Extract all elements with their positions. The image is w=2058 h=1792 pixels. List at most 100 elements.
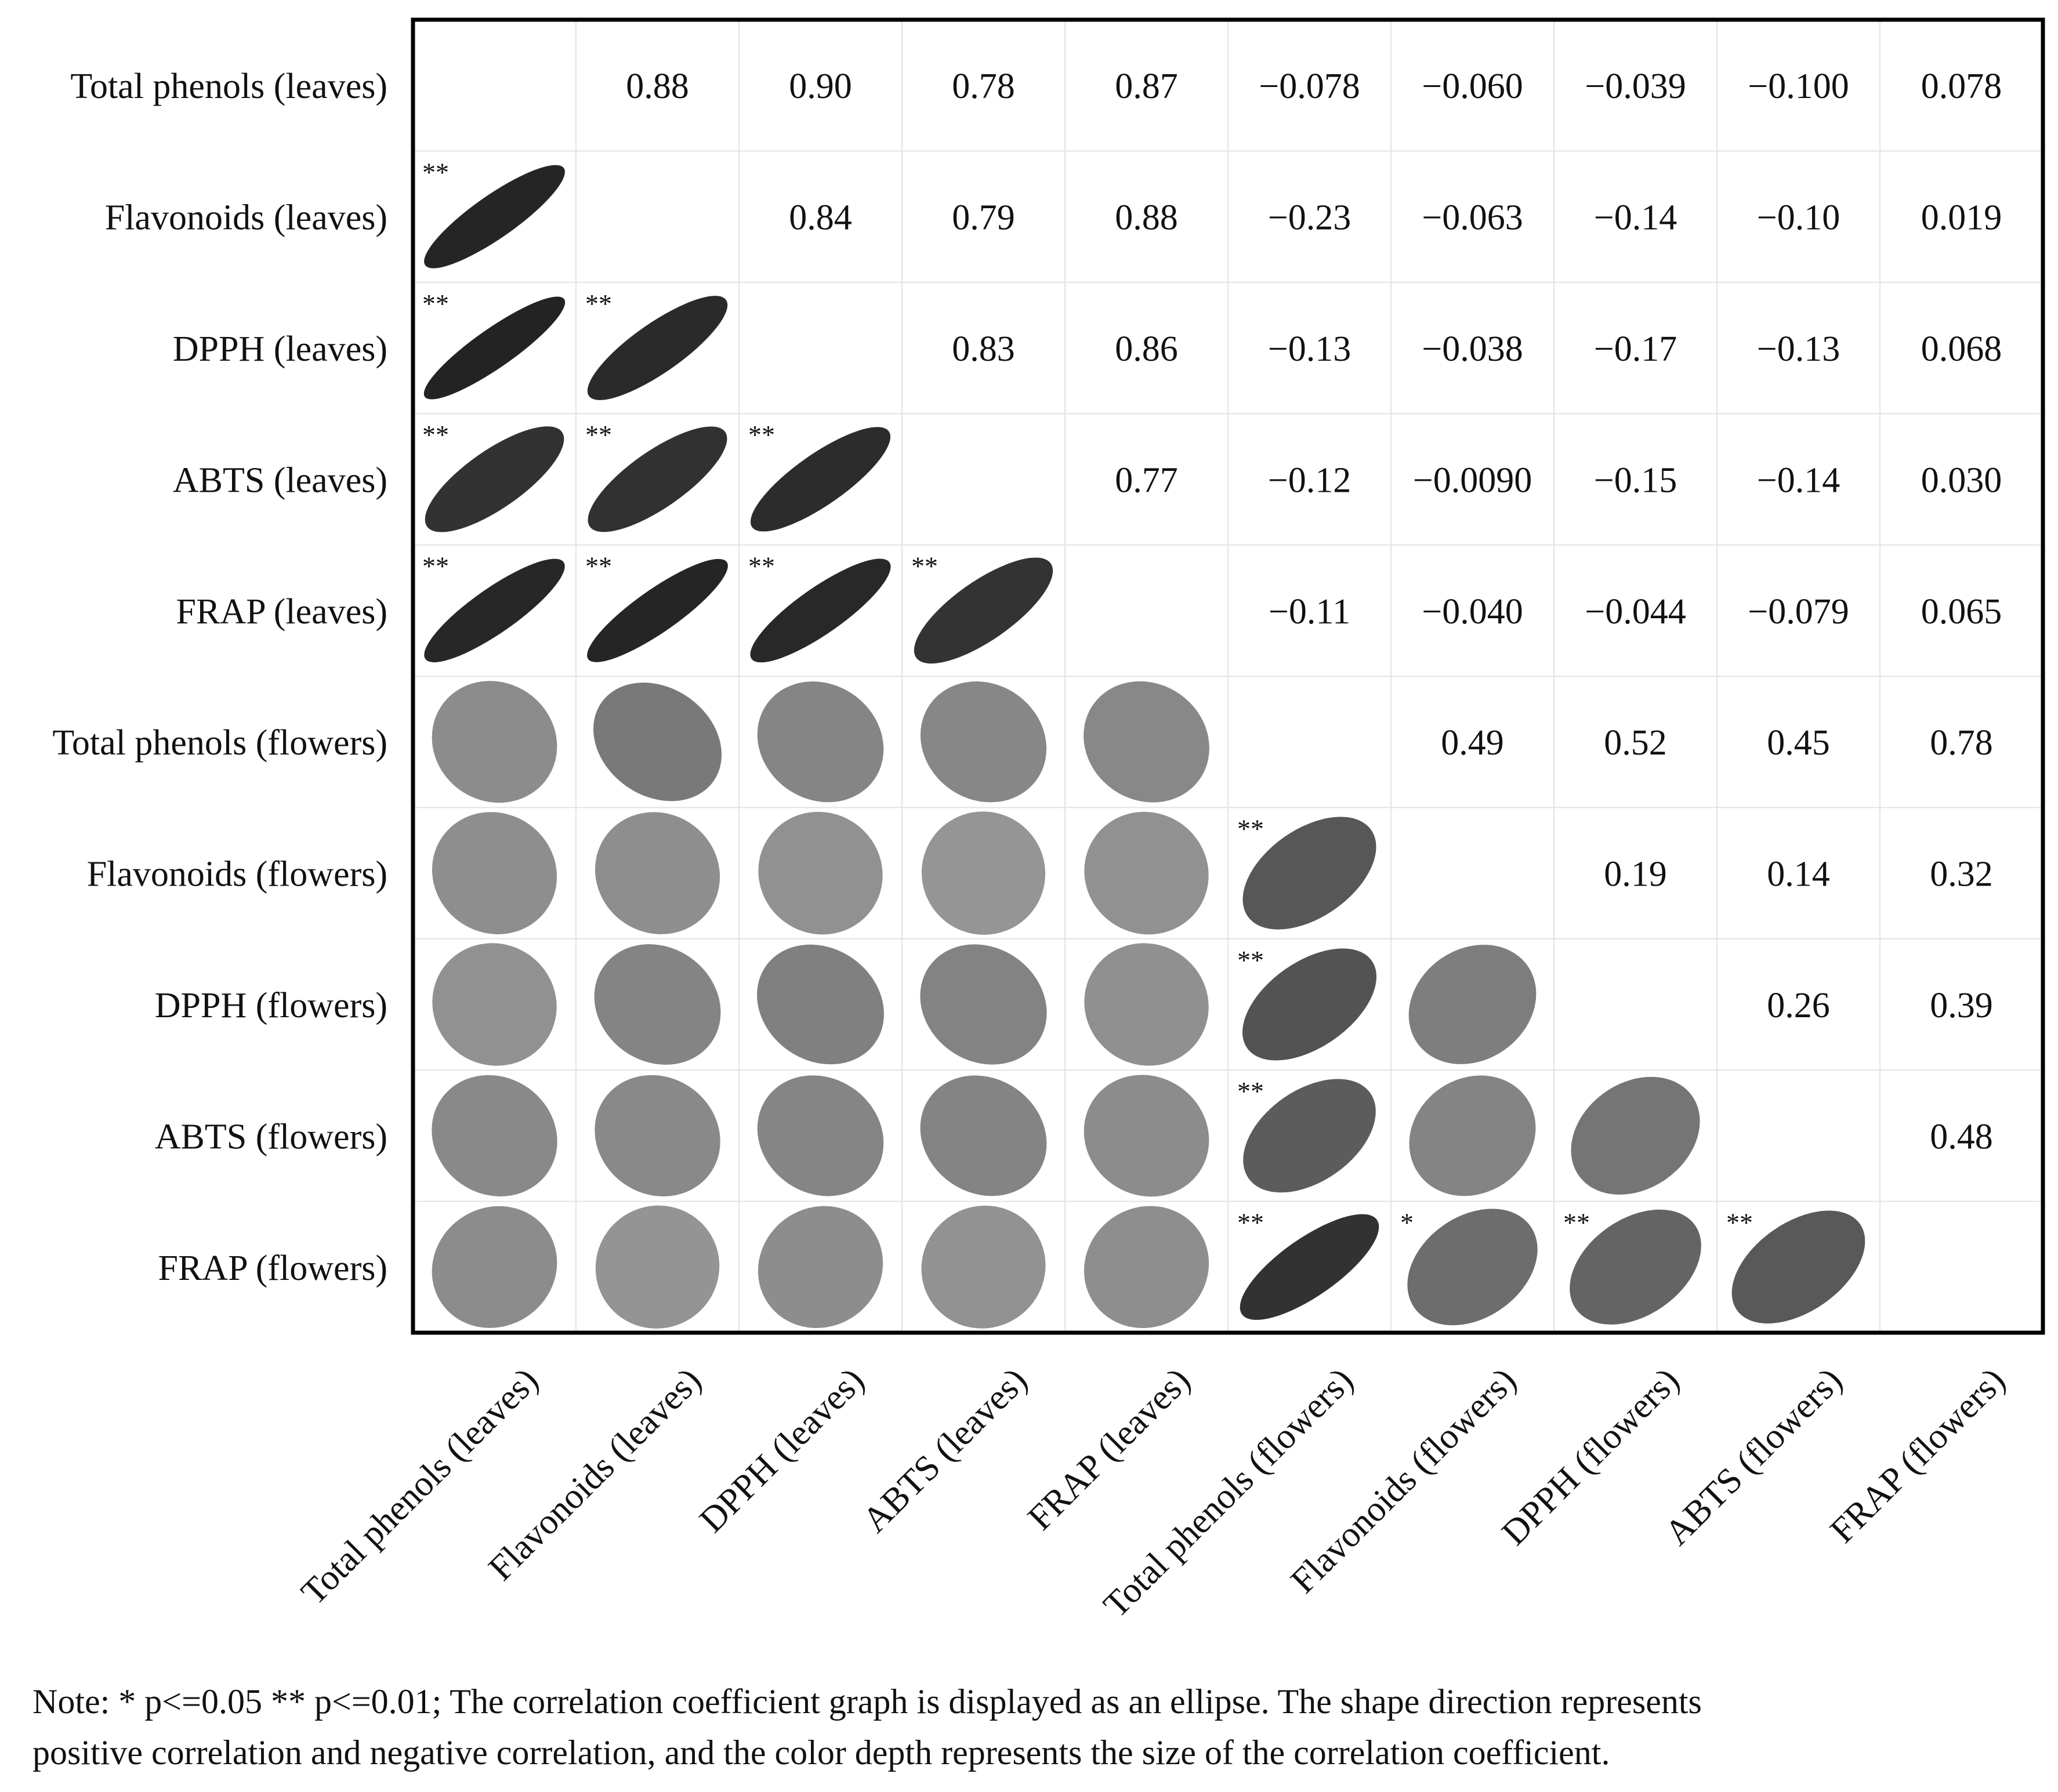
column-label-frap-leaves: FRAP (leaves): [1020, 1361, 1198, 1538]
row-label-dpph-flowers: DPPH (flowers): [155, 986, 387, 1025]
correlation-ellipse: [595, 1205, 720, 1329]
note-line-1: Note: * p<=0.05 ** p<=0.01; The correlat…: [32, 1682, 1702, 1721]
row-label-frap-leaves: FRAP (leaves): [176, 592, 388, 632]
row-label-abts-flowers: ABTS (flowers): [155, 1117, 387, 1156]
row-label-flavonoids-leaves: Flavonoids (leaves): [105, 198, 387, 238]
coefficient-labels: 0.88 0.90 0.78 0.87 −0.078 −0.060 −0.039 −0.100…: [626, 67, 2002, 1156]
coefficient-label: 0.87: [1115, 67, 1178, 106]
row-label-total-phenols-leaves: Total phenols (leaves): [70, 67, 387, 106]
ellipse-layer: ****************** ********** * ** **: [422, 157, 1865, 1329]
correlation-ellipse: [1084, 681, 1209, 803]
significance-marker: **: [1237, 1208, 1264, 1238]
correlation-ellipse: [758, 1206, 883, 1328]
coefficient-label: 0.068: [1921, 329, 2002, 369]
coefficient-label: 0.065: [1921, 592, 2002, 632]
correlation-ellipse: [425, 426, 564, 532]
coefficient-label: 0.86: [1115, 329, 1178, 369]
correlation-ellipse: [1408, 945, 1537, 1064]
coefficient-label: 0.83: [952, 329, 1015, 369]
correlation-ellipse: [920, 681, 1047, 803]
coefficient-label: 0.32: [1930, 855, 1993, 894]
coefficient-label: −0.039: [1585, 67, 1686, 106]
column-label-abts-flowers: ABTS (flowers): [1657, 1361, 1850, 1553]
coefficient-label: −0.14: [1757, 460, 1840, 500]
correlation-ellipse: [588, 426, 727, 532]
coefficient-label: 0.84: [789, 198, 852, 238]
coefficient-label: −0.040: [1422, 592, 1523, 632]
correlation-ellipse: [424, 558, 565, 662]
correlation-ellipse: [1731, 1210, 1865, 1324]
significance-marker: **: [748, 420, 775, 449]
row-labels: Total phenols (leaves) Flavonoids (leaves…: [52, 67, 387, 1288]
row-label-frap-flowers: FRAP (flowers): [158, 1249, 387, 1288]
coefficient-label: −0.044: [1585, 592, 1686, 632]
column-label-abts-leaves: ABTS (leaves): [855, 1361, 1035, 1540]
coefficient-label: 0.78: [952, 67, 1015, 106]
significance-marker: **: [585, 420, 612, 449]
coefficient-label: 0.90: [789, 67, 852, 106]
correlation-ellipse: [587, 296, 728, 400]
correlation-ellipse: [1084, 943, 1209, 1066]
coefficient-label: −0.100: [1748, 67, 1849, 106]
coefficient-label: −0.17: [1594, 329, 1677, 369]
significance-marker: **: [422, 420, 449, 449]
significance-marker: **: [1563, 1208, 1590, 1238]
coefficient-label: −0.038: [1422, 329, 1523, 369]
significance-marker: **: [1726, 1208, 1753, 1238]
coefficient-label: 0.26: [1767, 986, 1830, 1025]
correlation-ellipse: [593, 683, 722, 801]
row-label-flavonoids-flowers: Flavonoids (flowers): [87, 855, 387, 894]
coefficient-label: 0.88: [1115, 198, 1178, 238]
coefficient-label: −0.10: [1757, 198, 1840, 238]
coefficient-label: 0.39: [1930, 986, 1993, 1025]
significance-marker: **: [1237, 814, 1264, 843]
significance-marker: **: [422, 157, 449, 187]
correlation-ellipse: [432, 812, 557, 934]
significance-marker: **: [748, 552, 775, 581]
coefficient-label: 0.77: [1115, 460, 1178, 500]
correlation-ellipse: [757, 1075, 884, 1196]
significance-marker: **: [1237, 1076, 1264, 1106]
correlation-ellipse: [1084, 811, 1209, 935]
coefficient-label: −0.13: [1757, 329, 1840, 369]
matrix-grid: [413, 20, 2043, 1333]
correlation-ellipse: [432, 1206, 557, 1328]
coefficient-label: 0.030: [1921, 460, 2002, 500]
coefficient-label: 0.88: [626, 67, 689, 106]
coefficient-label: 0.49: [1441, 723, 1504, 763]
correlation-ellipse: [920, 944, 1047, 1065]
correlation-ellipse: [1240, 1214, 1379, 1320]
row-label-dpph-leaves: DPPH (leaves): [173, 329, 387, 369]
correlation-ellipse: [432, 681, 557, 803]
coefficient-label: −0.063: [1422, 198, 1523, 238]
correlation-ellipse: [1084, 1206, 1209, 1329]
coefficient-label: 0.52: [1604, 723, 1667, 763]
correlation-ellipse: [921, 811, 1046, 935]
correlation-ellipse: [1243, 1079, 1376, 1193]
coefficient-label: 0.45: [1767, 723, 1830, 763]
figure-note: Note: * p<=0.05 ** p<=0.01; The correlat…: [32, 1676, 2028, 1778]
coefficient-label: −0.23: [1268, 198, 1351, 238]
coefficient-label: −0.0090: [1413, 460, 1532, 500]
coefficient-label: −0.12: [1268, 460, 1351, 500]
correlation-ellipse: [757, 681, 884, 803]
coefficient-label: 0.48: [1930, 1117, 1993, 1156]
coefficient-label: −0.078: [1259, 67, 1360, 106]
significance-marker: *: [1400, 1208, 1414, 1238]
column-label-frap-flowers: FRAP (flowers): [1823, 1361, 2013, 1551]
significance-marker: **: [422, 289, 449, 318]
coefficient-label: −0.060: [1422, 67, 1523, 106]
coefficient-label: −0.14: [1594, 198, 1677, 238]
significance-marker: **: [422, 552, 449, 581]
correlation-ellipse: [921, 1205, 1046, 1329]
coefficient-label: 0.19: [1604, 855, 1667, 894]
correlation-ellipse: [432, 943, 557, 1066]
row-label-total-phenols-flowers: Total phenols (flowers): [52, 723, 387, 763]
note-line-2: positive correlation and negative correl…: [32, 1733, 1610, 1772]
correlation-ellipse: [595, 812, 720, 934]
correlation-ellipse: [595, 1075, 720, 1196]
coefficient-label: 0.019: [1921, 198, 2002, 238]
significance-marker: **: [585, 552, 612, 581]
column-label-dpph-leaves: DPPH (leaves): [692, 1361, 872, 1540]
